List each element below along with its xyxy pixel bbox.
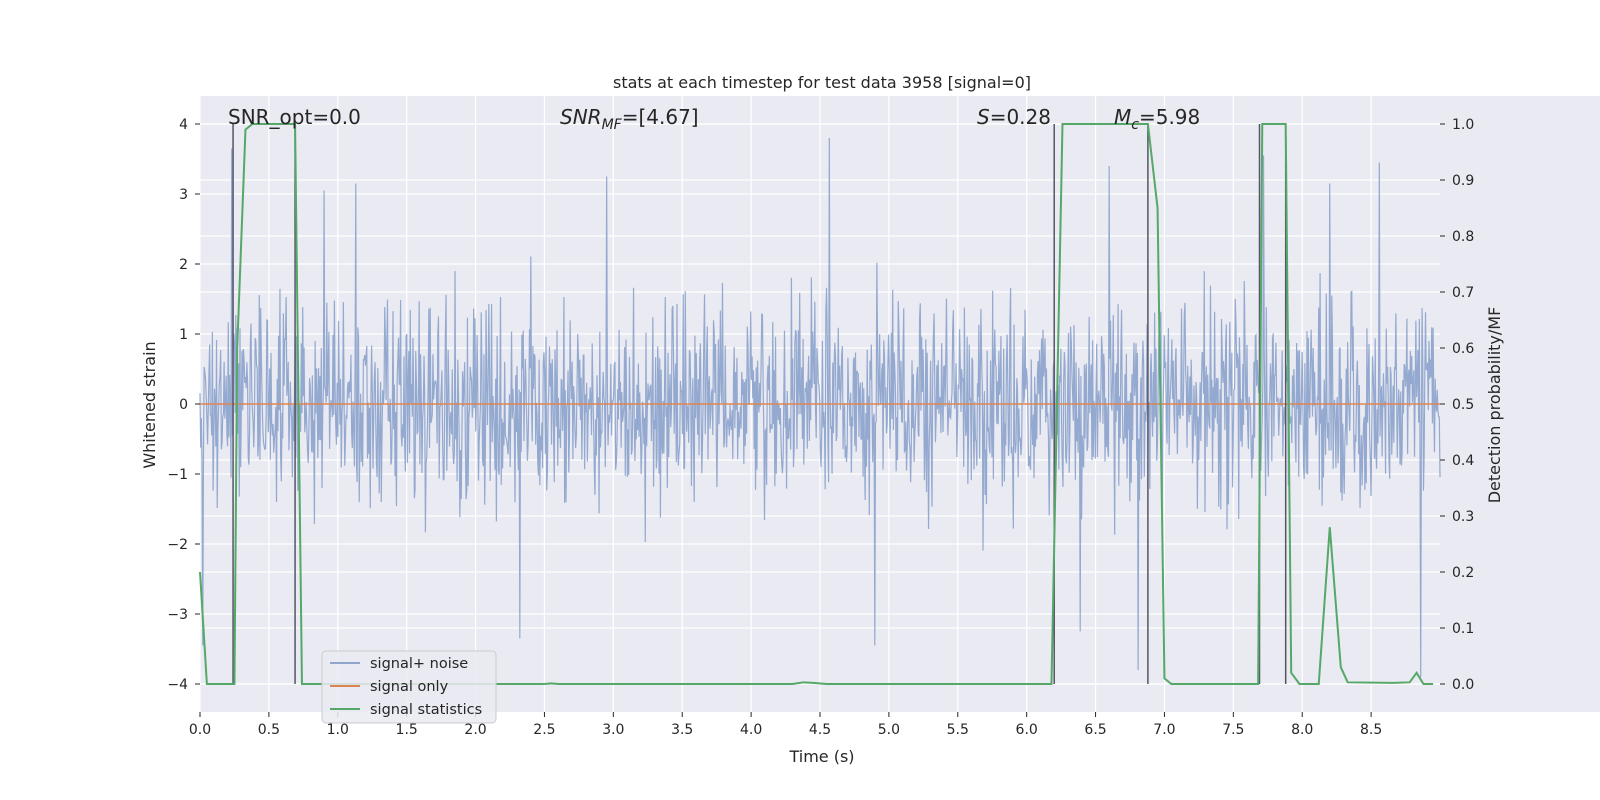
x-tick-14: 7.0 — [1153, 722, 1175, 738]
y-right-axis-label: Detection probability/MF — [1485, 307, 1504, 504]
legend-box — [321, 650, 497, 724]
y-left-tick-4: 0 — [179, 397, 188, 413]
y-right-tick-6: 0.4 — [1452, 453, 1474, 469]
x-tick-13: 6.5 — [1084, 722, 1106, 738]
annotation-snr-mf-subscript: MF — [602, 117, 623, 133]
annotation-snr-mf-value: =[4.67] — [622, 105, 699, 129]
x-axis-ticks: 0.0 0.5 1.0 1.5 2.0 2.5 3.0 3.5 4.0 4.5 5.0 5.5 6.0 6… — [189, 712, 1382, 738]
series-signal-noise — [199, 137, 1441, 678]
annotation-mc-value: =5.98 — [1139, 105, 1200, 129]
y-left-tick-6: −2 — [167, 537, 188, 553]
annotation-mc: Mc=5.98 — [1114, 105, 1200, 133]
y-right-tick-10: 0.0 — [1452, 677, 1474, 693]
y-left-axis-label: Whitened strain — [140, 341, 159, 468]
legend-entry-stats: signal statistics — [370, 702, 482, 718]
annotation-mc-subscript: c — [1131, 117, 1139, 133]
x-tick-4: 2.0 — [464, 722, 486, 738]
x-tick-0: 0.0 — [189, 722, 211, 738]
annotation-mc-symbol: M — [1114, 105, 1131, 129]
y-right-axis-ticks: 1.0 0.9 0.8 0.7 0.6 0.5 0.4 0.3 0.2 0.1 0.0 — [1440, 117, 1474, 693]
x-tick-10: 5.0 — [878, 722, 900, 738]
y-right-tick-3: 0.7 — [1452, 285, 1474, 301]
x-tick-16: 8.0 — [1291, 722, 1313, 738]
y-right-tick-0: 1.0 — [1452, 117, 1474, 133]
y-left-tick-8: −4 — [167, 677, 188, 693]
y-right-tick-2: 0.8 — [1452, 229, 1474, 245]
y-left-tick-0: 4 — [179, 117, 188, 133]
x-tick-12: 6.0 — [1016, 722, 1038, 738]
legend: signal+ noise signal only signal statist… — [321, 650, 497, 724]
y-left-tick-3: 1 — [179, 327, 188, 343]
annotation-s: S=0.28 — [977, 105, 1051, 129]
y-right-tick-7: 0.3 — [1452, 509, 1474, 525]
x-tick-15: 7.5 — [1222, 722, 1244, 738]
x-tick-1: 0.5 — [258, 722, 280, 738]
y-right-tick-5: 0.5 — [1452, 397, 1474, 413]
y-right-tick-9: 0.1 — [1452, 621, 1474, 637]
x-tick-17: 8.5 — [1360, 722, 1382, 738]
chart-title: stats at each timestep for test data 395… — [613, 73, 1031, 92]
legend-entry-noise: signal+ noise — [370, 656, 468, 672]
x-tick-7: 3.5 — [671, 722, 693, 738]
series-signal-statistics — [199, 123, 1434, 685]
y-right-tick-4: 0.6 — [1452, 341, 1474, 357]
x-tick-3: 1.5 — [396, 722, 418, 738]
y-left-tick-5: −1 — [167, 467, 188, 483]
annotation-snr-mf-symbol: SNR — [560, 105, 602, 129]
x-tick-2: 1.0 — [327, 722, 349, 738]
annotation-snr-opt: SNR_opt=0.0 — [228, 105, 361, 129]
x-tick-9: 4.5 — [809, 722, 831, 738]
noise-trace — [199, 137, 1441, 678]
y-left-tick-2: 2 — [179, 257, 188, 273]
y-right-tick-1: 0.9 — [1452, 173, 1474, 189]
y-right-tick-8: 0.2 — [1452, 565, 1474, 581]
x-tick-5: 2.5 — [533, 722, 555, 738]
annotation-s-symbol: S — [977, 105, 990, 129]
annotation-snr-mf: SNRMF=[4.67] — [560, 105, 699, 133]
x-tick-11: 5.5 — [947, 722, 969, 738]
legend-entry-signal: signal only — [370, 679, 449, 695]
y-left-tick-7: −3 — [167, 607, 188, 623]
y-left-axis-ticks: 4 3 2 1 0 −1 −2 −3 −4 — [167, 117, 200, 693]
y-left-tick-1: 3 — [179, 187, 188, 203]
x-tick-6: 3.0 — [602, 722, 624, 738]
signal-statistics-line — [199, 123, 1434, 685]
x-tick-8: 4.0 — [740, 722, 762, 738]
x-axis-label: Time (s) — [788, 747, 854, 766]
annotation-s-value: =0.28 — [990, 105, 1051, 129]
